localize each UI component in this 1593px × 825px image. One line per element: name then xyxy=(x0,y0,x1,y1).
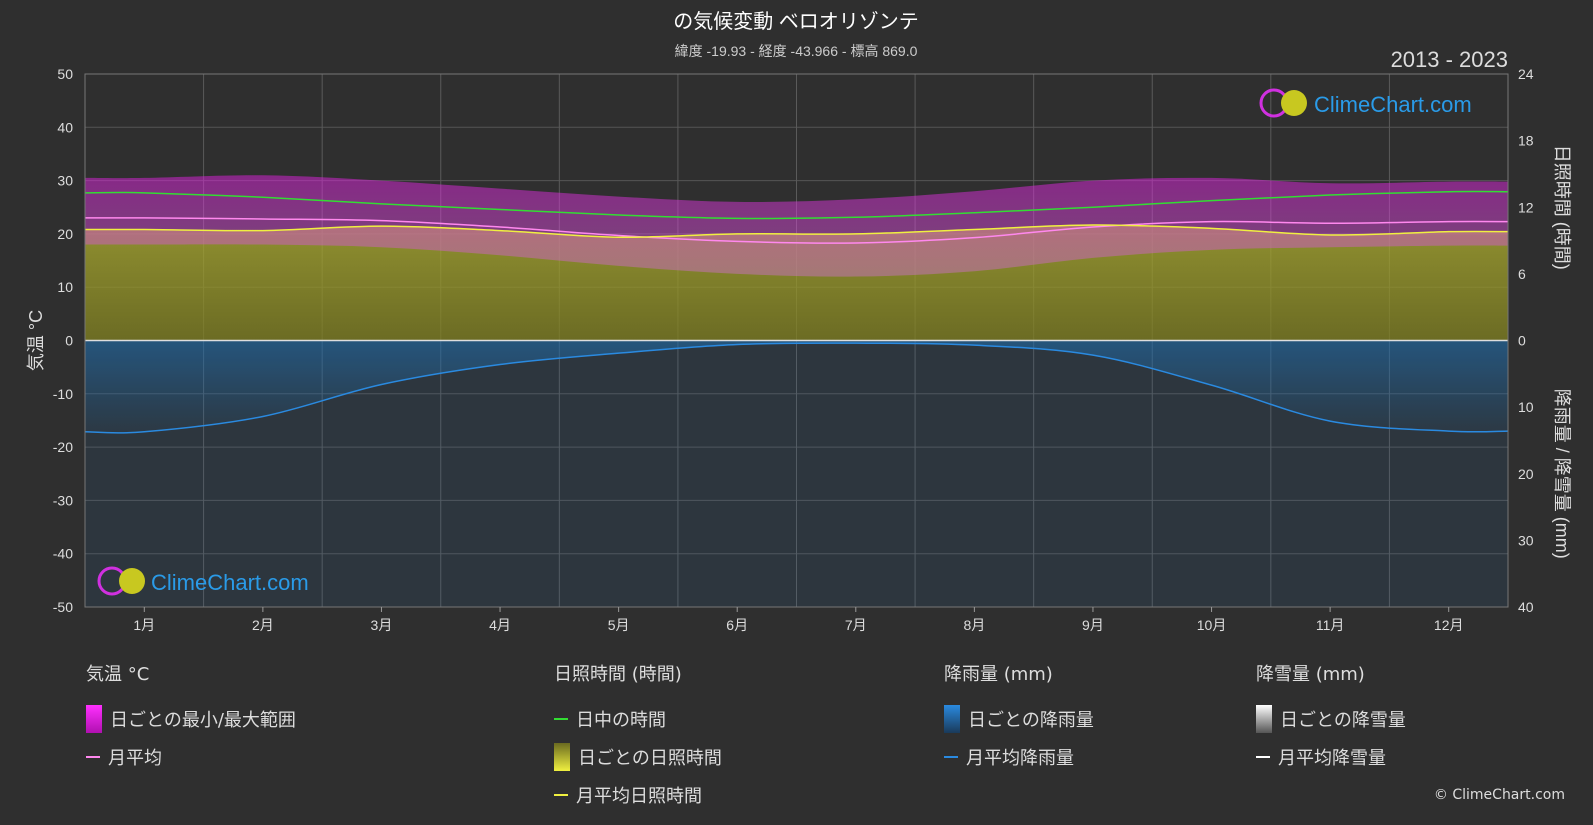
legend-item: 月平均 xyxy=(86,738,296,776)
rain-area xyxy=(85,340,1508,433)
x-tick-label: 12月 xyxy=(1434,617,1464,633)
y-tick-label-left: 30 xyxy=(57,173,73,189)
daylight-swatch xyxy=(554,718,568,720)
y-tick-label-sunshine: 18 xyxy=(1518,133,1534,149)
legend-sunshine: 日照時間 (時間) 日中の時間 日ごとの日照時間 月平均日照時間 xyxy=(554,660,722,814)
y-tick-label-precip: 20 xyxy=(1518,466,1534,482)
legend-item: 日中の時間 xyxy=(554,700,722,738)
legend-label: 日ごとの日照時間 xyxy=(578,748,722,769)
legend-label: 日ごとの最小/最大範囲 xyxy=(110,710,296,731)
sunshine-area xyxy=(85,225,1508,341)
legend-label: 日ごとの降雪量 xyxy=(1280,710,1406,731)
y-tick-label-precip: 40 xyxy=(1518,599,1534,615)
legend-label: 月平均日照時間 xyxy=(576,786,702,807)
y-tick-label-left: -20 xyxy=(53,439,73,455)
y-tick-label-left: -40 xyxy=(53,546,73,562)
legend-item: 日ごとの日照時間 xyxy=(554,738,722,776)
x-tick-label: 9月 xyxy=(1082,617,1104,633)
y-tick-label-left: -10 xyxy=(53,386,73,402)
y-tick-label-left: -30 xyxy=(53,492,73,508)
legend-snow: 降雪量 (mm) 日ごとの降雪量 月平均降雪量 xyxy=(1256,660,1406,776)
x-tick-label: 1月 xyxy=(133,617,155,633)
y-tick-label-sunshine: 24 xyxy=(1518,66,1534,82)
x-tick-label: 10月 xyxy=(1197,617,1227,633)
legend-temperature: 気温 °C 日ごとの最小/最大範囲 月平均 xyxy=(86,660,296,776)
x-tick-label: 7月 xyxy=(845,617,867,633)
legend-item: 日ごとの降雨量 xyxy=(944,700,1094,738)
y-tick-label-precip: 30 xyxy=(1518,532,1534,548)
legend-snow-head: 降雪量 (mm) xyxy=(1256,664,1365,685)
temp-range-swatch xyxy=(86,705,102,733)
brand-logo-top: ClimeChart.com xyxy=(1259,88,1472,118)
sunshine-swatch xyxy=(554,743,570,771)
legend-label: 月平均降雨量 xyxy=(966,748,1074,769)
y-axis-title-sunshine: 日照時間 (時間) xyxy=(1552,145,1572,270)
legend-sunshine-head: 日照時間 (時間) xyxy=(554,664,682,685)
legend-rain-head: 降雨量 (mm) xyxy=(944,664,1053,685)
legend-label: 日ごとの降雨量 xyxy=(968,710,1094,731)
y-tick-label-left: 20 xyxy=(57,226,73,242)
y-tick-label-precip: 10 xyxy=(1518,399,1534,415)
y-tick-label-left: 40 xyxy=(57,119,73,135)
y-tick-label-sunshine: 6 xyxy=(1518,266,1526,282)
rain-daily-band xyxy=(85,340,1508,607)
year-range: 2013 - 2023 xyxy=(1391,47,1508,72)
x-tick-label: 11月 xyxy=(1316,617,1345,633)
y-tick-label-left: 10 xyxy=(57,279,73,295)
snow-swatch xyxy=(1256,705,1272,733)
x-tick-label: 8月 xyxy=(963,617,985,633)
temp-range-band xyxy=(85,175,1508,277)
temp-avg-swatch xyxy=(86,756,100,758)
legend-item: 月平均降雨量 xyxy=(944,738,1094,776)
rain-swatch xyxy=(944,705,960,733)
series-line-temp-avg xyxy=(84,217,1509,244)
plot-frame xyxy=(84,73,1509,608)
rain-avg-swatch xyxy=(944,756,958,758)
y-axis-title-left: 気温 °C xyxy=(26,310,46,371)
legend-item: 月平均降雪量 xyxy=(1256,738,1406,776)
y-tick-label-left: 0 xyxy=(65,333,73,349)
y-tick-label-left: 50 xyxy=(57,66,73,82)
sunshine-avg-swatch xyxy=(554,794,568,796)
y-tick-label-sunshine: 12 xyxy=(1518,199,1534,215)
x-tick-label: 5月 xyxy=(608,617,630,633)
brand-text-bottom: ClimeChart.com xyxy=(151,570,309,595)
x-tick-label: 3月 xyxy=(371,617,393,633)
chart-title: の気候変動 ベロオリゾンテ xyxy=(673,10,919,33)
snow-avg-swatch xyxy=(1256,756,1270,758)
x-tick-label: 2月 xyxy=(252,617,274,633)
legend-label: 日中の時間 xyxy=(576,710,666,731)
y-tick-label-sunshine: 0 xyxy=(1518,333,1526,349)
legend-item: 日ごとの降雪量 xyxy=(1256,700,1406,738)
copyright: © ClimeChart.com xyxy=(1433,787,1565,803)
chart-subtitle: 緯度 -19.93 - 経度 -43.966 - 標高 869.0 xyxy=(675,43,918,59)
series-line-sunshine-avg xyxy=(84,224,1509,239)
legend-label: 月平均 xyxy=(108,748,162,769)
brand-text-top: ClimeChart.com xyxy=(1314,92,1472,117)
legend-item: 日ごとの最小/最大範囲 xyxy=(86,700,296,738)
x-tick-label: 6月 xyxy=(726,617,748,633)
x-tick-label: 4月 xyxy=(489,617,511,633)
legend-item: 月平均日照時間 xyxy=(554,776,722,814)
y-tick-label-left: -50 xyxy=(53,599,73,615)
series-line-rain-avg xyxy=(84,342,1509,434)
climate-chart: の気候変動 ベロオリゾンテ 緯度 -19.93 - 経度 -43.966 - 標… xyxy=(26,10,1572,633)
y-axis-title-precip: 降雨量 / 降雪量 (mm) xyxy=(1552,389,1572,559)
legend-rain: 降雨量 (mm) 日ごとの降雨量 月平均降雨量 xyxy=(944,660,1094,776)
brand-logo-bottom: ClimeChart.com xyxy=(97,566,309,596)
legend-temperature-head: 気温 °C xyxy=(86,664,150,685)
legend-label: 月平均降雪量 xyxy=(1278,748,1386,769)
series-line-daylight xyxy=(84,190,1509,220)
